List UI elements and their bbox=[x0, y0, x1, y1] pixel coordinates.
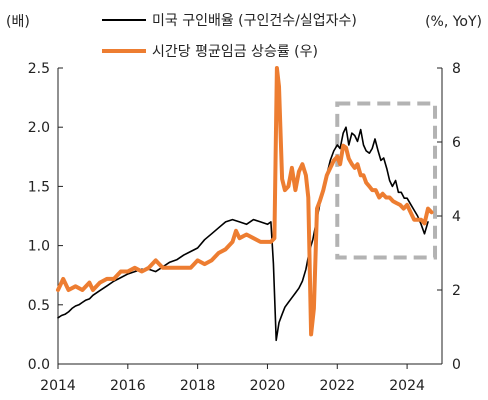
x-tick-label: 2020 bbox=[250, 378, 286, 394]
highlight-region bbox=[335, 101, 438, 260]
series-job-openings-ratio-line bbox=[57, 126, 429, 342]
highlight-box bbox=[335, 101, 438, 260]
y-right-tick-label: 6 bbox=[452, 135, 461, 151]
x-tick-label: 2024 bbox=[389, 378, 425, 394]
series-lines bbox=[56, 66, 434, 342]
y-left-tick-label: 0.5 bbox=[28, 298, 50, 314]
x-tick-label: 2022 bbox=[319, 378, 355, 394]
legend: 미국 구인배율 (구인건수/실업자수) 시간당 평균임금 상승률 (우) bbox=[102, 13, 357, 60]
y-left-tick-label: 2.0 bbox=[28, 120, 50, 136]
y-left-tick-label: 0.0 bbox=[28, 357, 50, 373]
y-left-tick-label: 2.5 bbox=[28, 61, 50, 77]
x-tick-label: 2016 bbox=[110, 378, 146, 394]
y-right-tick-label: 8 bbox=[452, 61, 461, 77]
legend-label-job-openings-ratio: 미국 구인배율 (구인건수/실업자수) bbox=[152, 13, 357, 29]
legend-label-hourly-wage-growth: 시간당 평균임금 상승률 (우) bbox=[152, 44, 318, 60]
y-left-tick-label: 1.0 bbox=[28, 239, 50, 255]
x-tick-label: 2014 bbox=[40, 378, 76, 394]
series-hourly-wage-growth-line bbox=[56, 66, 434, 337]
y-left-tick-label: 1.5 bbox=[28, 179, 50, 195]
left-axis-unit: (배) bbox=[6, 14, 30, 30]
plot-frame bbox=[57, 68, 443, 365]
y-right-tick-label: 4 bbox=[452, 209, 461, 225]
y-right-tick-label: 2 bbox=[452, 283, 461, 299]
axis-ticks: 2014 2016 2018 2020 2022 2024 0.0 0.5 1.0 1.5 2.0 2… bbox=[28, 61, 461, 394]
right-axis-unit: (%, YoY) bbox=[425, 14, 482, 30]
y-right-tick-label: 0 bbox=[452, 357, 461, 373]
x-tick-label: 2018 bbox=[180, 378, 216, 394]
